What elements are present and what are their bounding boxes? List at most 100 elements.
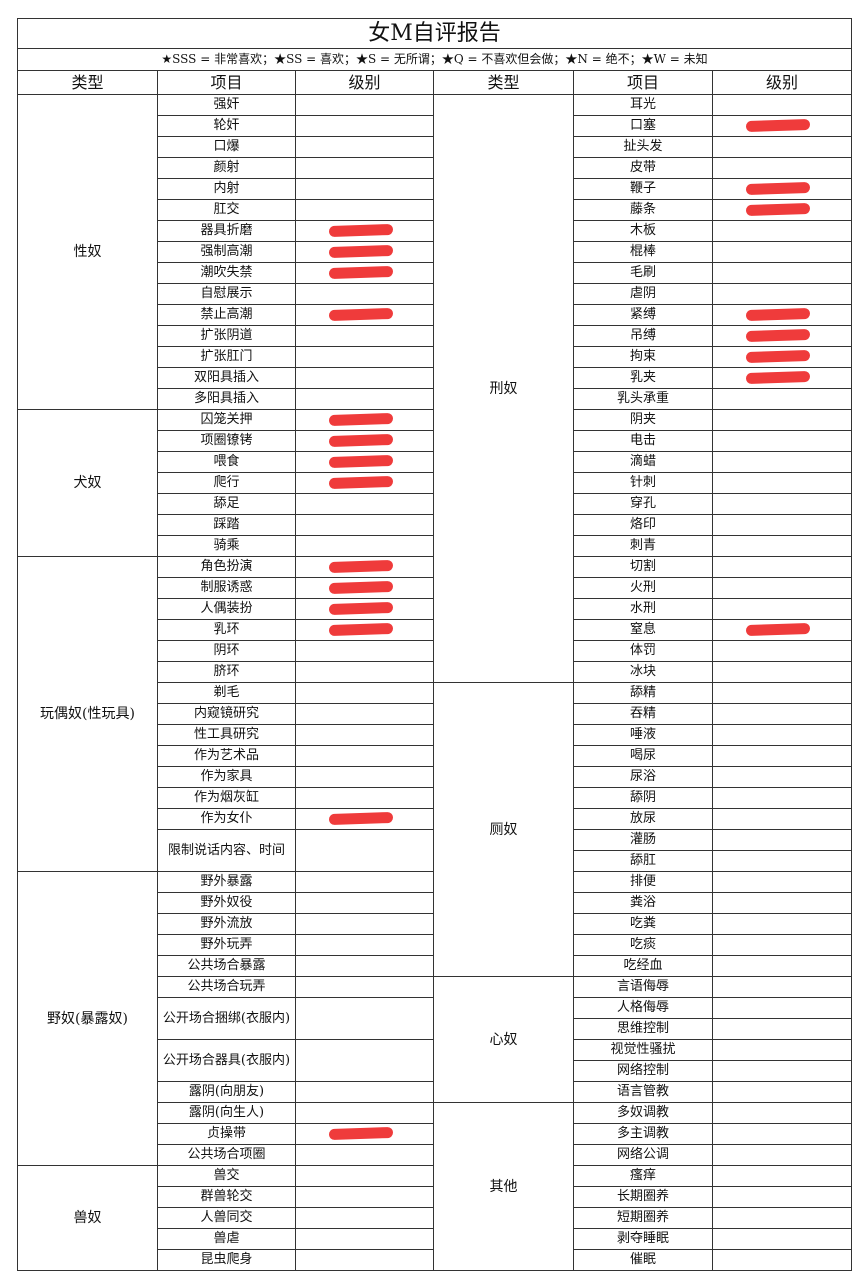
- level-cell[interactable]: [711, 388, 853, 410]
- level-cell[interactable]: [711, 1102, 853, 1124]
- level-cell[interactable]: [295, 1123, 434, 1145]
- level-cell[interactable]: [295, 787, 434, 809]
- level-cell[interactable]: [295, 241, 434, 263]
- level-cell[interactable]: [295, 1186, 434, 1208]
- level-cell[interactable]: [711, 766, 853, 788]
- level-cell[interactable]: [711, 346, 853, 368]
- level-cell[interactable]: [711, 682, 853, 704]
- level-cell[interactable]: [711, 850, 853, 872]
- level-cell[interactable]: [295, 304, 434, 326]
- level-cell[interactable]: [711, 430, 853, 452]
- level-cell[interactable]: [295, 955, 434, 977]
- level-cell[interactable]: [711, 1186, 853, 1208]
- level-cell[interactable]: [711, 892, 853, 914]
- level-cell[interactable]: [295, 556, 434, 578]
- level-cell[interactable]: [711, 325, 853, 347]
- level-cell[interactable]: [711, 283, 853, 305]
- level-cell[interactable]: [711, 220, 853, 242]
- level-cell[interactable]: [711, 808, 853, 830]
- level-cell[interactable]: [711, 997, 853, 1019]
- level-cell[interactable]: [295, 220, 434, 242]
- level-cell[interactable]: [295, 472, 434, 494]
- level-cell[interactable]: [711, 1060, 853, 1082]
- level-cell[interactable]: [295, 808, 434, 830]
- level-cell[interactable]: [711, 241, 853, 263]
- level-cell[interactable]: [711, 787, 853, 809]
- level-cell[interactable]: [711, 409, 853, 431]
- level-cell[interactable]: [711, 955, 853, 977]
- level-cell[interactable]: [711, 136, 853, 158]
- level-cell[interactable]: [295, 682, 434, 704]
- level-cell[interactable]: [295, 724, 434, 746]
- level-cell[interactable]: [711, 535, 853, 557]
- level-cell[interactable]: [711, 1144, 853, 1166]
- level-cell[interactable]: [711, 304, 853, 326]
- level-cell[interactable]: [711, 1207, 853, 1229]
- level-cell[interactable]: [295, 913, 434, 935]
- level-cell[interactable]: [711, 976, 853, 998]
- level-cell[interactable]: [711, 115, 853, 137]
- level-cell[interactable]: [295, 1039, 434, 1082]
- level-cell[interactable]: [295, 451, 434, 473]
- level-cell[interactable]: [711, 1165, 853, 1187]
- level-cell[interactable]: [295, 157, 434, 179]
- level-cell[interactable]: [295, 199, 434, 221]
- level-cell[interactable]: [711, 178, 853, 200]
- level-cell[interactable]: [711, 1249, 853, 1271]
- level-cell[interactable]: [711, 1228, 853, 1250]
- level-cell[interactable]: [295, 577, 434, 599]
- level-cell[interactable]: [711, 1039, 853, 1061]
- level-cell[interactable]: [295, 409, 434, 431]
- level-cell[interactable]: [295, 1144, 434, 1166]
- level-cell[interactable]: [295, 346, 434, 368]
- level-cell[interactable]: [295, 829, 434, 872]
- level-cell[interactable]: [295, 1081, 434, 1103]
- level-cell[interactable]: [295, 283, 434, 305]
- level-cell[interactable]: [711, 640, 853, 662]
- level-cell[interactable]: [295, 598, 434, 620]
- level-cell[interactable]: [295, 892, 434, 914]
- level-cell[interactable]: [711, 262, 853, 284]
- level-cell[interactable]: [711, 1018, 853, 1040]
- level-cell[interactable]: [295, 535, 434, 557]
- level-cell[interactable]: [295, 997, 434, 1040]
- level-cell[interactable]: [711, 1123, 853, 1145]
- level-cell[interactable]: [295, 934, 434, 956]
- level-cell[interactable]: [295, 1249, 434, 1271]
- level-cell[interactable]: [711, 577, 853, 599]
- level-cell[interactable]: [711, 556, 853, 578]
- level-cell[interactable]: [295, 1102, 434, 1124]
- level-cell[interactable]: [711, 703, 853, 725]
- level-cell[interactable]: [711, 199, 853, 221]
- level-cell[interactable]: [295, 745, 434, 767]
- level-cell[interactable]: [295, 430, 434, 452]
- level-cell[interactable]: [711, 745, 853, 767]
- level-cell[interactable]: [295, 703, 434, 725]
- level-cell[interactable]: [295, 871, 434, 893]
- level-cell[interactable]: [295, 766, 434, 788]
- level-cell[interactable]: [711, 367, 853, 389]
- level-cell[interactable]: [295, 514, 434, 536]
- level-cell[interactable]: [711, 1081, 853, 1103]
- level-cell[interactable]: [295, 136, 434, 158]
- level-cell[interactable]: [295, 367, 434, 389]
- level-cell[interactable]: [295, 619, 434, 641]
- level-cell[interactable]: [295, 1207, 434, 1229]
- level-cell[interactable]: [711, 661, 853, 683]
- level-cell[interactable]: [295, 388, 434, 410]
- level-cell[interactable]: [711, 472, 853, 494]
- level-cell[interactable]: [295, 115, 434, 137]
- level-cell[interactable]: [711, 157, 853, 179]
- level-cell[interactable]: [711, 598, 853, 620]
- level-cell[interactable]: [711, 724, 853, 746]
- level-cell[interactable]: [295, 976, 434, 998]
- level-cell[interactable]: [711, 514, 853, 536]
- level-cell[interactable]: [711, 619, 853, 641]
- level-cell[interactable]: [711, 451, 853, 473]
- level-cell[interactable]: [295, 1165, 434, 1187]
- level-cell[interactable]: [295, 493, 434, 515]
- level-cell[interactable]: [711, 934, 853, 956]
- level-cell[interactable]: [295, 1228, 434, 1250]
- level-cell[interactable]: [295, 94, 434, 116]
- level-cell[interactable]: [295, 661, 434, 683]
